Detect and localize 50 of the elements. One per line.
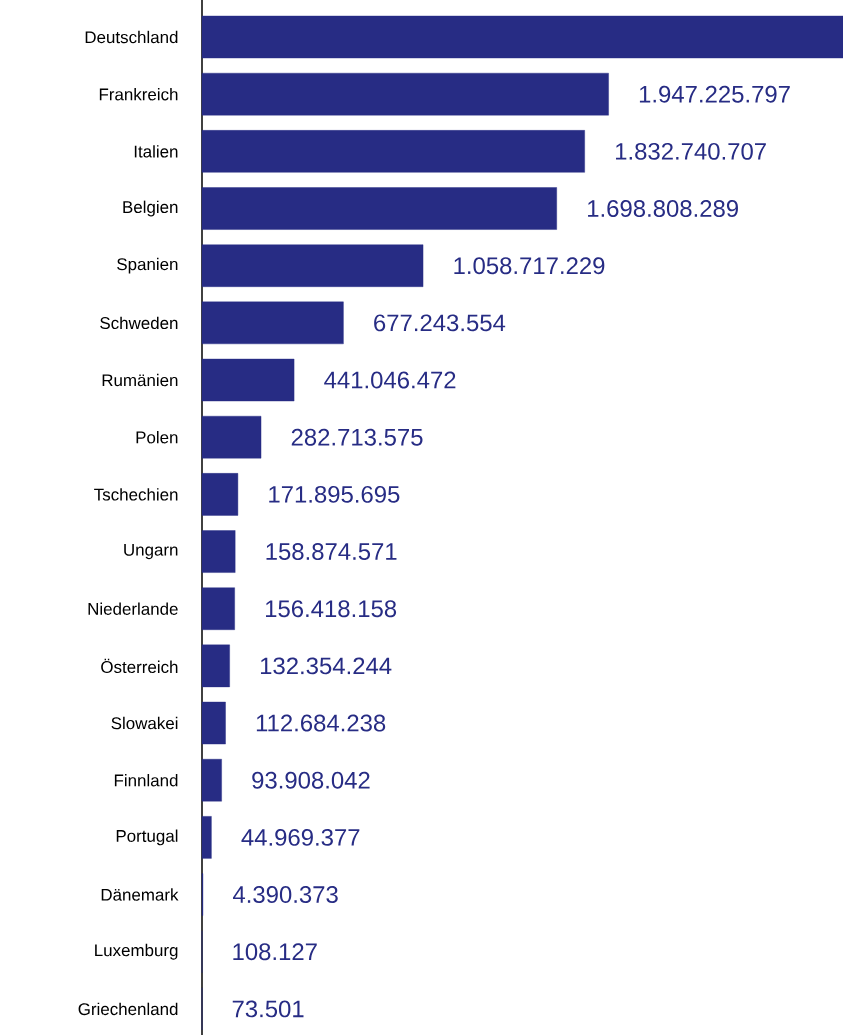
bar [201,644,230,688]
bar [201,415,262,459]
bar [201,587,235,630]
data-label: 93.908.042 [252,771,370,789]
data-label: 1.947.225.797 [639,85,790,103]
data-label: 132.354.244 [260,657,392,675]
y-tick-label: Belgien [123,200,178,217]
bar [201,72,609,116]
data-label: 677.243.554 [374,314,506,332]
data-label: 282.713.575 [291,428,423,446]
bar [201,816,212,859]
bar [201,187,557,230]
data-label: 1.698.808.289 [588,200,738,217]
bar [201,759,222,802]
data-label: 112.684.238 [256,714,386,732]
data-label: 4.390.373 [232,886,338,904]
y-tick-label: Schweden [100,316,178,330]
y-tick-label: Finnland [114,774,178,787]
data-label: 1.058.717.229 [454,257,605,275]
y-tick-label: Deutschland [85,30,178,44]
data-label: 1.832.740.707 [616,142,766,160]
y-tick-label: Polen [136,430,178,444]
y-tick-label: Griechenland [78,1002,178,1016]
y-tick-label: Niederlande [88,602,178,615]
y-tick-label: Frankreich [99,87,178,101]
bar [201,473,239,516]
data-label: 158.874.571 [266,543,397,561]
bar [201,244,424,287]
bar [201,530,236,573]
data-label: 171.895.695 [269,485,400,503]
y-tick-label: Ungarn [124,543,178,560]
y-tick-label: Slowakei [111,716,178,730]
y-tick-label: Portugal [116,829,178,846]
y-tick-label: Italien [134,145,178,158]
y-tick-label: Österreich [101,658,178,674]
data-label: 108.127 [233,943,317,961]
bar [201,701,226,745]
bar [201,15,843,59]
data-label: 44.969.377 [241,828,360,846]
bar [201,130,585,173]
y-tick-label: Tschechien [94,488,178,501]
data-label: 156.418.158 [266,600,397,618]
data-label: 441.046.472 [324,371,456,389]
y-tick-label: Rumänien [102,373,178,387]
bar [201,358,295,402]
y-tick-label: Spanien [117,257,178,274]
data-label: 73.501 [232,1000,304,1018]
bar [201,301,344,345]
y-tick-label: Dänemark [101,888,179,901]
y-tick-label: Luxemburg [95,943,178,960]
